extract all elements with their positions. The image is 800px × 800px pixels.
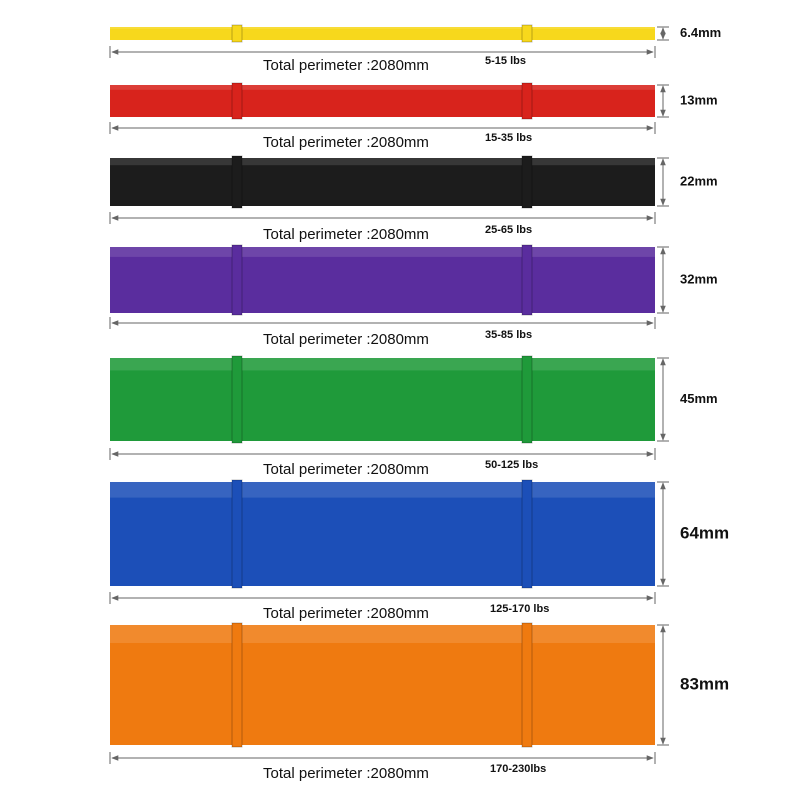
band-row: 83mm Total perimeter :2080mm 170-230lbs (109, 622, 729, 782)
band-row: 13mm Total perimeter :2080mm 15-35 lbs (109, 82, 718, 151)
band-shade (110, 85, 655, 90)
band-row: 6.4mm Total perimeter :2080mm 5-15 lbs (109, 24, 721, 74)
perimeter-label: Total perimeter :2080mm (263, 605, 429, 622)
perimeter-label: Total perimeter :2080mm (263, 57, 429, 74)
perimeter-label: Total perimeter :2080mm (263, 331, 429, 348)
band-seam (231, 24, 243, 43)
width-label: 13mm (680, 92, 718, 107)
band-seam (231, 479, 243, 589)
band-shade (110, 247, 655, 257)
band-seam (231, 244, 243, 316)
band-row: 64mm Total perimeter :2080mm 125-170 lbs (109, 479, 729, 622)
resistance-label: 35-85 lbs (485, 329, 532, 341)
band-shade (110, 358, 655, 371)
band-seam (231, 155, 243, 209)
resistance-label: 25-65 lbs (485, 224, 532, 236)
width-label: 6.4mm (680, 25, 721, 40)
band-seam (521, 479, 533, 589)
width-label: 64mm (680, 523, 729, 542)
band-row: 32mm Total perimeter :2080mm 35-85 lbs (109, 244, 718, 348)
perimeter-label: Total perimeter :2080mm (263, 765, 429, 782)
band (110, 625, 655, 745)
band-seam (521, 244, 533, 316)
band-seam (521, 82, 533, 120)
band (110, 85, 655, 117)
width-label: 45mm (680, 391, 718, 406)
perimeter-label: Total perimeter :2080mm (263, 461, 429, 478)
band (110, 358, 655, 441)
band (110, 247, 655, 313)
band (110, 158, 655, 206)
band-shade (110, 27, 655, 29)
resistance-label: 170-230lbs (490, 763, 546, 775)
band-seam (521, 355, 533, 444)
resistance-label: 50-125 lbs (485, 459, 538, 471)
band-seam (231, 622, 243, 748)
width-label: 32mm (680, 271, 718, 286)
band-seam (521, 155, 533, 209)
resistance-label: 15-35 lbs (485, 132, 532, 144)
band-shade (110, 625, 655, 643)
band (110, 27, 655, 40)
band (110, 482, 655, 586)
width-label: 83mm (680, 674, 729, 693)
band-row: 45mm Total perimeter :2080mm 50-125 lbs (109, 355, 718, 478)
resistance-label: 5-15 lbs (485, 55, 526, 67)
resistance-label: 125-170 lbs (490, 603, 549, 615)
band-seam (521, 622, 533, 748)
band-shade (110, 482, 655, 498)
band-row: 22mm Total perimeter :2080mm 25-65 lbs (109, 155, 718, 243)
band-shade (110, 158, 655, 166)
perimeter-label: Total perimeter :2080mm (263, 134, 429, 151)
perimeter-label: Total perimeter :2080mm (263, 226, 429, 243)
band-seam (231, 82, 243, 120)
band-seam (521, 24, 533, 43)
band-seam (231, 355, 243, 444)
width-label: 22mm (680, 173, 718, 188)
